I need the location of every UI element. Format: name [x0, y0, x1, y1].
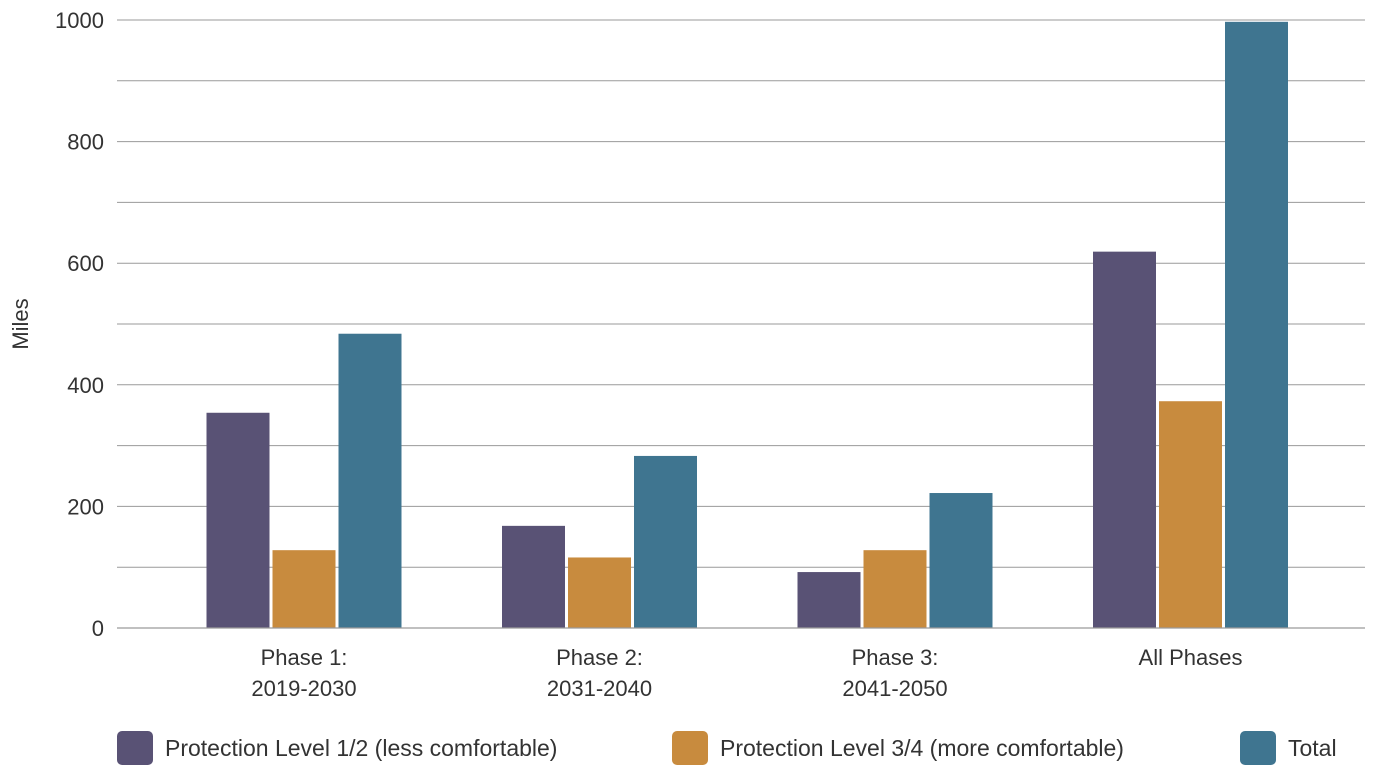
bar: [272, 550, 336, 628]
y-tick-label: 0: [92, 616, 104, 641]
y-axis-label: Miles: [8, 298, 33, 349]
legend-label: Protection Level 3/4 (more comfortable): [720, 735, 1124, 761]
y-tick-label: 800: [67, 130, 104, 155]
legend-label: Protection Level 1/2 (less comfortable): [165, 735, 557, 761]
legend-swatch: [1240, 731, 1276, 765]
legend: Protection Level 1/2 (less comfortable) P…: [117, 731, 1337, 765]
bar: [338, 333, 402, 628]
gridlines: [117, 19, 1365, 568]
y-tick-label: 400: [67, 373, 104, 398]
legend-swatch: [117, 731, 153, 765]
bar: [502, 525, 565, 628]
bar: [1225, 21, 1288, 629]
bars: [206, 21, 1288, 629]
x-tick-label: Phase 3: 2041-2050: [842, 645, 947, 701]
legend-label: Total: [1288, 735, 1337, 761]
bar: [568, 557, 631, 628]
y-tick-label: 600: [67, 251, 104, 276]
x-tick-label: All Phases: [1139, 645, 1243, 670]
legend-swatch: [672, 731, 708, 765]
bar: [797, 572, 861, 628]
y-tick-label: 1000: [55, 8, 104, 33]
x-tick-label: Phase 1: 2019-2030: [251, 645, 356, 701]
bar: [206, 412, 270, 628]
x-axis-ticks: Phase 1: 2019-2030 Phase 2: 2031-2040 Phase …: [251, 645, 1242, 701]
bar: [1093, 251, 1156, 628]
x-tick-label: Phase 2: 2031-2040: [547, 645, 652, 701]
bar: [1159, 401, 1222, 628]
y-axis-ticks: 0 200 400 600 800 1000: [55, 8, 104, 641]
y-tick-label: 200: [67, 494, 104, 519]
bar: [863, 550, 927, 628]
bar: [634, 455, 697, 628]
bar: [929, 493, 993, 628]
